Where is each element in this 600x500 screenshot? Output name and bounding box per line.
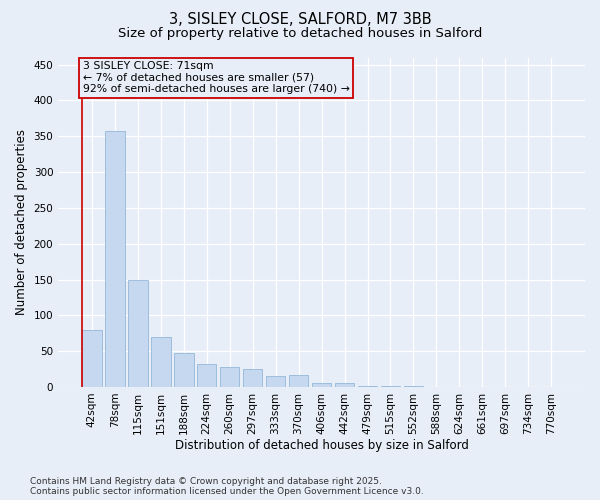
Bar [289, 375, 308, 387]
Text: Contains HM Land Registry data © Crown copyright and database right 2025.
Contai: Contains HM Land Registry data © Crown c… [30, 476, 424, 496]
Bar [266, 376, 286, 387]
Bar [174, 354, 194, 387]
Bar [312, 382, 331, 387]
Bar [197, 364, 217, 387]
Text: 3 SISLEY CLOSE: 71sqm
← 7% of detached houses are smaller (57)
92% of semi-detac: 3 SISLEY CLOSE: 71sqm ← 7% of detached h… [83, 61, 350, 94]
Bar [151, 337, 170, 387]
Bar [128, 280, 148, 387]
Text: Size of property relative to detached houses in Salford: Size of property relative to detached ho… [118, 28, 482, 40]
Bar [381, 386, 400, 387]
Bar [82, 330, 101, 387]
Y-axis label: Number of detached properties: Number of detached properties [15, 129, 28, 315]
X-axis label: Distribution of detached houses by size in Salford: Distribution of detached houses by size … [175, 440, 469, 452]
Bar [243, 369, 262, 387]
Bar [105, 130, 125, 387]
Bar [335, 382, 355, 387]
Text: 3, SISLEY CLOSE, SALFORD, M7 3BB: 3, SISLEY CLOSE, SALFORD, M7 3BB [169, 12, 431, 28]
Bar [358, 386, 377, 387]
Bar [404, 386, 423, 387]
Bar [220, 367, 239, 387]
